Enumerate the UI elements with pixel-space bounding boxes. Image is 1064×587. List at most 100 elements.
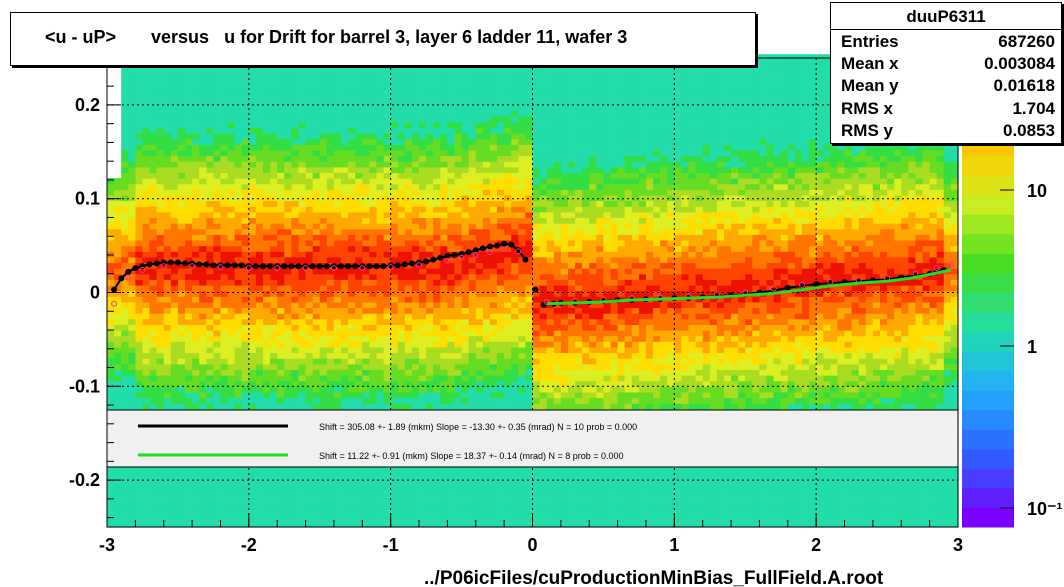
heatmap-cell xyxy=(525,104,534,112)
heatmap-cell xyxy=(156,318,165,325)
heatmap-cell xyxy=(156,346,165,354)
heatmap-cell xyxy=(511,166,519,173)
heatmap-cell xyxy=(518,335,526,342)
heatmap-cell xyxy=(525,470,534,477)
heatmap-cell xyxy=(305,172,314,179)
heatmap-cell xyxy=(397,386,406,393)
heatmap-cell xyxy=(504,223,512,230)
heatmap-cell xyxy=(227,273,236,280)
heatmap-cell xyxy=(107,510,115,517)
heatmap-cell xyxy=(447,256,456,264)
heatmap-cell xyxy=(433,76,441,83)
heatmap-cell xyxy=(482,262,491,269)
heatmap-cell xyxy=(177,65,186,72)
heatmap-cell xyxy=(489,217,498,224)
heatmap-cell xyxy=(447,498,456,506)
heatmap-cell xyxy=(149,88,158,95)
heatmap-cell xyxy=(362,217,370,224)
heatmap-cell xyxy=(497,127,505,134)
heatmap-cell xyxy=(107,200,115,207)
heatmap-cell xyxy=(213,380,222,387)
heatmap-cell xyxy=(241,200,250,207)
heatmap-cell xyxy=(312,470,321,477)
heatmap-cell xyxy=(156,515,165,522)
heatmap-cell xyxy=(177,149,186,157)
heatmap-cell xyxy=(234,352,243,359)
heatmap-cell xyxy=(107,307,115,314)
heatmap-cell xyxy=(468,470,477,477)
heatmap-cell xyxy=(518,330,526,337)
heatmap-cell xyxy=(241,127,250,134)
heatmap-cell xyxy=(397,487,406,494)
heatmap-cell xyxy=(156,403,165,410)
heatmap-cell xyxy=(177,166,186,173)
heatmap-cell xyxy=(227,149,236,157)
heatmap-cell xyxy=(319,330,328,337)
heatmap-cell xyxy=(454,470,463,477)
heatmap-cell xyxy=(326,296,335,303)
heatmap-cell xyxy=(362,104,370,112)
heatmap-cell xyxy=(255,200,264,207)
heatmap-cell xyxy=(135,172,144,179)
heatmap-cell xyxy=(511,346,519,354)
heatmap-cell xyxy=(362,116,370,123)
heatmap-cell xyxy=(326,127,335,134)
heatmap-cell xyxy=(163,386,172,393)
heatmap-cell xyxy=(291,498,300,506)
heatmap-cell xyxy=(419,234,427,241)
heatmap-cell xyxy=(447,341,456,348)
heatmap-cell xyxy=(433,161,441,168)
heatmap-cell xyxy=(419,268,427,275)
heatmap-cell xyxy=(426,335,434,342)
heatmap-cell xyxy=(482,346,491,354)
heatmap-cell xyxy=(291,279,300,286)
heatmap-cell xyxy=(107,223,115,230)
heatmap-cell xyxy=(482,127,491,134)
heatmap-cell xyxy=(128,386,136,393)
heatmap-cell xyxy=(348,510,356,517)
heatmap-cell xyxy=(390,307,399,314)
heatmap-cell xyxy=(390,470,399,477)
heatmap-cell xyxy=(369,228,378,235)
heatmap-cell xyxy=(270,493,278,500)
heatmap-cell xyxy=(447,301,456,309)
heatmap-cell xyxy=(397,330,406,337)
heatmap-cell xyxy=(404,178,413,185)
heatmap-cell xyxy=(248,206,257,213)
heatmap-cell xyxy=(255,172,264,179)
heatmap-cell xyxy=(461,369,470,376)
heatmap-cell xyxy=(426,290,434,297)
heatmap-cell xyxy=(192,240,200,247)
heatmap-cell xyxy=(333,245,342,252)
heatmap-cell xyxy=(362,121,370,128)
heatmap-cell xyxy=(511,144,519,151)
heatmap-cell xyxy=(305,380,314,387)
heatmap-cell xyxy=(277,245,285,252)
heatmap-cell xyxy=(177,375,186,382)
heatmap-cell xyxy=(114,504,122,511)
heatmap-cell xyxy=(192,183,200,190)
heatmap-cell xyxy=(142,217,151,224)
heatmap-cell xyxy=(213,172,222,179)
heatmap-cell xyxy=(142,149,151,157)
heatmap-cell xyxy=(376,352,385,359)
heatmap-cell xyxy=(348,330,356,337)
heatmap-cell xyxy=(447,82,456,89)
heatmap-cell xyxy=(270,498,278,506)
heatmap-cell xyxy=(333,397,342,404)
heatmap-cell xyxy=(348,521,356,528)
heatmap-cell xyxy=(305,301,314,309)
heatmap-cell xyxy=(447,211,456,218)
heatmap-cell xyxy=(312,189,321,196)
heatmap-cell xyxy=(298,290,307,297)
heatmap-cell xyxy=(220,194,229,202)
heatmap-cell xyxy=(234,307,243,314)
heatmap-cell xyxy=(348,268,356,275)
heatmap-cell xyxy=(234,144,243,151)
heatmap-cell xyxy=(263,200,271,207)
heatmap-cell xyxy=(177,386,186,393)
heatmap-cell xyxy=(404,318,413,325)
heatmap-cell xyxy=(199,346,207,354)
heatmap-cell xyxy=(135,211,144,218)
heatmap-cell xyxy=(319,65,328,72)
